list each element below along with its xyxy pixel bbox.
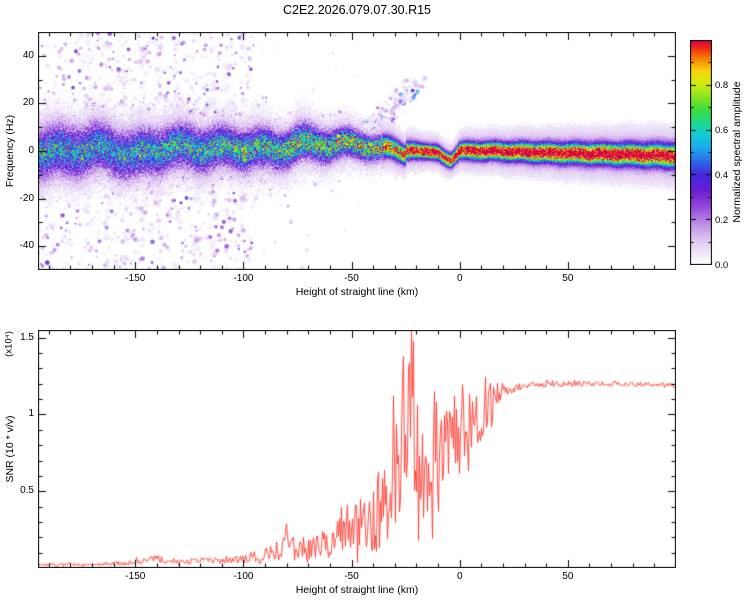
tick-label: 0.0 [715,259,729,271]
tick-label: 1.5 [20,331,34,343]
tick-label: 0 [456,571,463,582]
tick-label: 0.2 [715,214,729,226]
height-axis-label-top: Height of straight line (km) [295,286,419,298]
tick-label: 0 [456,273,463,284]
snr-canvas [38,330,676,568]
tick-label: -50 [344,273,359,284]
colorbar-label-text: Normalized spectral amplitude [731,81,743,223]
tick-label: 50 [562,273,574,284]
tick-label: -20 [19,192,34,204]
tick-label: 0 [28,145,34,156]
tick-label: -40 [19,240,34,252]
tick-label: -150 [125,273,146,284]
tick-label: 0.4 [715,169,729,181]
tick-label: 0.5 [20,485,34,497]
colorbar [690,40,712,265]
spectrogram-canvas [38,32,676,270]
tick-label: -100 [233,273,254,284]
page-title: C2E2.2026.079.07.30.R15 [282,3,432,17]
tick-label: 20 [22,97,34,109]
tick-label: -100 [233,571,254,582]
snr-axis-label-text: SNR (10 * v/v) [4,415,16,483]
tick-label: -50 [344,571,359,582]
tick-label: 50 [562,571,574,582]
tick-label: 0.8 [715,79,729,91]
tick-label: -150 [125,571,146,582]
tick-label: 40 [22,49,34,61]
height-axis-label-bottom: Height of straight line (km) [295,584,419,596]
tick-label: 0.6 [715,124,729,136]
tick-label: 1 [28,408,34,420]
